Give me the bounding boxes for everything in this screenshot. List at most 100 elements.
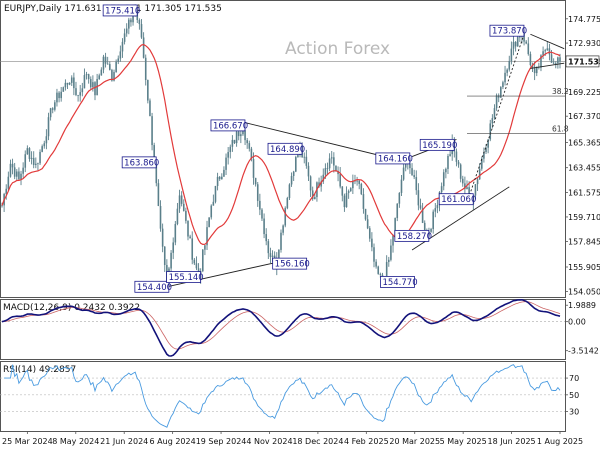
candle-body xyxy=(506,69,508,73)
annotation-label: 164.160 xyxy=(378,154,413,164)
candle-body xyxy=(480,158,483,169)
candle-body xyxy=(330,157,333,159)
candle-body xyxy=(212,201,215,206)
candle-body xyxy=(195,263,198,269)
candle-body xyxy=(115,61,117,73)
candle-body xyxy=(98,75,101,80)
candle-body xyxy=(24,154,27,168)
candle-body xyxy=(421,208,424,223)
annotation-box xyxy=(210,119,246,132)
candle-body xyxy=(493,108,496,119)
candle-body xyxy=(510,48,513,62)
candle-body xyxy=(178,195,181,209)
annotation-label: 164.890 xyxy=(270,145,305,155)
candle-body xyxy=(474,184,477,196)
candle-body xyxy=(379,273,382,275)
candle-body xyxy=(286,198,289,209)
candle-body xyxy=(233,139,236,144)
macd-signal-line xyxy=(1,301,561,350)
candle-body xyxy=(130,19,132,23)
candle-body xyxy=(119,51,122,59)
annotation-box xyxy=(267,142,303,155)
candle-body xyxy=(218,176,221,180)
candle-body xyxy=(185,210,187,221)
candle-body xyxy=(531,65,534,69)
rsi-line xyxy=(4,364,561,428)
candle-body xyxy=(254,177,257,185)
candle-body xyxy=(322,174,325,182)
candle-body xyxy=(75,88,77,95)
annotation-label: 154.400 xyxy=(137,283,172,293)
fib-layer: 38.2 61.8 xyxy=(467,87,569,134)
candle-body xyxy=(457,161,460,165)
candle-body xyxy=(447,155,449,169)
candle-body xyxy=(559,57,561,62)
candle-body xyxy=(123,33,126,42)
candle-body xyxy=(500,87,502,98)
annotation-box xyxy=(134,280,170,293)
trendline xyxy=(238,120,396,160)
candle-body xyxy=(364,208,367,220)
candle-body xyxy=(269,253,272,257)
candle-body xyxy=(432,211,434,230)
candle-body xyxy=(508,61,511,70)
candle-body xyxy=(15,171,18,177)
trendline xyxy=(530,62,565,69)
candle-body xyxy=(89,79,92,88)
candle-body xyxy=(377,266,380,274)
candle-body xyxy=(292,171,295,177)
candle-body xyxy=(362,194,365,209)
candle-body xyxy=(343,195,346,208)
candle-body xyxy=(111,69,113,81)
candle-body xyxy=(449,154,451,156)
candle-body xyxy=(153,145,155,166)
moving-average-layer xyxy=(1,43,561,246)
rsi-label: RSI(14) 49.2857 xyxy=(3,365,76,375)
rsi-panel-frame xyxy=(0,361,566,432)
candle-body xyxy=(13,167,16,177)
candle-body xyxy=(92,82,94,88)
candle-body xyxy=(30,157,33,159)
annotation-box xyxy=(102,4,138,17)
candle-body xyxy=(20,173,22,180)
candle-body xyxy=(461,178,464,184)
candle-body xyxy=(544,50,547,52)
candle-body xyxy=(22,167,24,174)
candle-body xyxy=(459,164,462,179)
annotation-label: 175.410 xyxy=(105,6,140,16)
candle-body xyxy=(436,205,439,209)
candle-body xyxy=(43,143,46,147)
candle-body xyxy=(375,261,377,267)
candle-body xyxy=(290,176,293,185)
macd-label: MACD(12,26,9) 0.2432 0.3922 xyxy=(3,303,140,313)
candle-body xyxy=(491,118,494,124)
candle-body xyxy=(102,56,105,70)
candle-body xyxy=(468,187,470,195)
candle-body xyxy=(394,218,396,236)
candle-body xyxy=(159,205,162,229)
candle-body xyxy=(113,72,115,81)
rsi-layer xyxy=(0,364,565,428)
candle-body xyxy=(56,92,58,103)
macd-tick-label: 1.9889 xyxy=(568,301,596,310)
candle-body xyxy=(392,235,394,246)
fib-label: 38.2 xyxy=(552,87,569,96)
candle-body xyxy=(550,54,553,63)
candle-body xyxy=(246,140,248,144)
annotation-box xyxy=(419,138,455,151)
candle-body xyxy=(417,190,420,206)
candle-body xyxy=(87,74,90,80)
candle-body xyxy=(161,228,164,247)
candle-body xyxy=(28,148,31,159)
candle-body xyxy=(1,205,3,207)
moving-average-line xyxy=(1,43,561,246)
candle-body xyxy=(271,255,274,257)
candle-body xyxy=(250,148,253,160)
candle-body xyxy=(18,171,20,180)
candle-body xyxy=(252,159,255,178)
candle-body xyxy=(237,131,240,137)
price-tick-label: 171.535 xyxy=(568,57,600,66)
candle-body xyxy=(525,41,527,44)
candle-body xyxy=(356,180,358,182)
